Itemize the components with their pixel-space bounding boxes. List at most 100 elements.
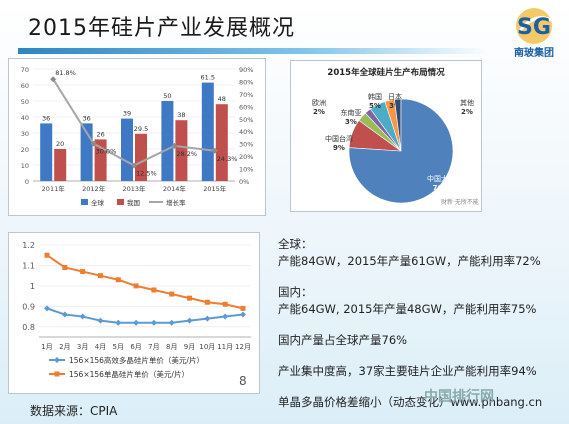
y-tick-label: 30 (21, 130, 29, 138)
multi-price-point (240, 311, 246, 318)
mono-price-point (187, 295, 193, 301)
bar-global (121, 118, 133, 181)
multi-price-point (97, 317, 104, 324)
multi-price-point (115, 319, 122, 326)
bar-data-label: 48 (218, 95, 226, 103)
multi-price-point (150, 319, 157, 326)
x-tick-label: 10月 (199, 343, 215, 351)
y-tick-label: 70 (21, 66, 29, 74)
bar-data-label: 39 (123, 110, 131, 118)
y-tick-label: 0 (25, 178, 29, 186)
x-tick-label: 5月 (113, 343, 124, 351)
y-tick-label: 0.8 (22, 323, 35, 332)
data-source: 数据来源：CPIA (30, 404, 118, 418)
y2-tick-label: 80% (239, 78, 253, 86)
pie-slice-name: 其他 (460, 98, 474, 107)
bar-china (135, 133, 147, 181)
bar-data-label: 36 (42, 114, 50, 122)
mono-price-point (115, 277, 121, 283)
multi-price-point (222, 313, 229, 320)
bar-data-label: 61.5 (201, 74, 215, 82)
legend-label: 我国 (127, 198, 140, 207)
bar-global (201, 82, 214, 181)
mono-price-line (46, 254, 244, 310)
bar-data-label: 29.5 (134, 125, 148, 133)
bar-data-label: 36 (82, 114, 90, 122)
wafer-price-line-chart: 0.8 0.9 1 1.1 1.2 1月 2月 3月 4月 5月 6月 7月 8月 9月 10月 11月 12月… (8, 232, 260, 394)
multi-price-point (79, 313, 86, 320)
growth-rate-point (90, 140, 97, 147)
bar-data-label: 20 (56, 140, 64, 148)
x-tick-label: 6月 (130, 343, 141, 351)
growth-rate-label: 12.5% (136, 169, 157, 177)
logo-name: 南玻集团 (514, 48, 554, 59)
page-number: 8 (239, 374, 247, 388)
growth-rate-label: 24.3% (217, 155, 238, 163)
bar-china (215, 104, 228, 181)
bar-chart-svg: 0 10 20 30 40 50 60 70 0% 10% 20% 30% 40% 50% 60% 70% 80… (21, 66, 254, 207)
y-tick-label: 1 (30, 282, 35, 291)
mono-price-point (44, 252, 50, 258)
mono-price-point (97, 273, 103, 279)
domestic-line: 产能64GW, 2015年产量48GW，产能利用率75% (278, 302, 537, 316)
y2-tick-label: 20% (239, 153, 253, 161)
x-tick-label: 2013年 (122, 184, 146, 193)
multi-price-point (133, 319, 140, 326)
bar-global (161, 101, 174, 181)
x-tick-label: 12月 (235, 343, 251, 351)
legend-marker (54, 371, 60, 377)
bar-data-label: 38 (177, 111, 185, 119)
global-layout-pie-chart: 2015年全球硅片生产布局情况 中国台湾 9% 东南亚 3% 欧洲 2% 韩国 5% 日本 3% 其他… (290, 60, 482, 212)
x-tick-label: 2015年 (203, 184, 227, 193)
pie-slice-value: 2% (313, 108, 325, 116)
mono-price-point (80, 269, 86, 275)
global-heading: 全球： (278, 237, 313, 251)
pie-slice-value: 76% (433, 184, 450, 192)
x-tick-label: 2月 (59, 343, 70, 351)
share-line: 国内产量占全球产量76% (278, 333, 408, 347)
pie-slice-value: 5% (369, 102, 381, 110)
mono-price-point (169, 291, 175, 297)
multi-price-line (46, 307, 244, 324)
bar-china (54, 149, 67, 181)
x-tick-label: 7月 (148, 343, 159, 351)
x-tick-label: 2012年 (82, 184, 106, 193)
pie-slice-name: 日本 (388, 92, 402, 101)
pie-slice-value: 3% (345, 118, 357, 126)
legend-label: 156×156单晶硅片单价（美元/片） (69, 369, 189, 379)
x-tick-label: 3月 (77, 343, 88, 351)
bar-data-label: 50 (163, 92, 171, 100)
industry-stats: 全球： 产能84GW，2015年产量61GW，产能利用率72% 国内： 产能64… (278, 236, 566, 411)
multi-price-point (204, 315, 211, 322)
multi-price-point (186, 317, 193, 324)
y-tick-label: 20 (21, 146, 29, 154)
x-tick-label: 9月 (184, 343, 195, 351)
pie-slice-name: 东南亚 (341, 108, 362, 117)
site-watermark: 中国排行网 (424, 389, 494, 405)
legend-swatch (117, 199, 124, 205)
y-tick-label: 10 (21, 162, 29, 170)
growth-rate-label: 30.0% (96, 148, 117, 156)
legend-marker (54, 357, 60, 363)
capacity-bar-chart: 0 10 20 30 40 50 60 70 0% 10% 20% 30% 40% 50% 60% 70% 80… (8, 58, 266, 216)
multi-price-point (44, 305, 50, 312)
multi-price-point (61, 311, 68, 318)
title-underline (18, 48, 488, 54)
pie-slice-value: 3% (389, 102, 401, 110)
growth-rate-label: 81.8% (55, 69, 76, 77)
y2-tick-label: 90% (239, 66, 253, 74)
y2-tick-label: 10% (239, 166, 253, 174)
y2-tick-label: 60% (239, 103, 253, 111)
pie-slice-name: 韩国 (368, 92, 382, 101)
growth-rate-point (50, 76, 57, 83)
multi-price-point (168, 319, 175, 326)
bar-china (175, 120, 188, 181)
price-gap-line: 单晶多晶价格差缩小（动态变化）www.phbang.cn (278, 395, 543, 409)
growth-rate-label: 28.2% (176, 150, 197, 158)
growth-rate-point (131, 162, 137, 169)
legend-label: 增长率 (166, 198, 186, 207)
x-tick-label: 1月 (41, 343, 52, 351)
pie-slice-name: 中国台湾 (325, 134, 353, 143)
bar-data-label: 26 (96, 130, 104, 138)
